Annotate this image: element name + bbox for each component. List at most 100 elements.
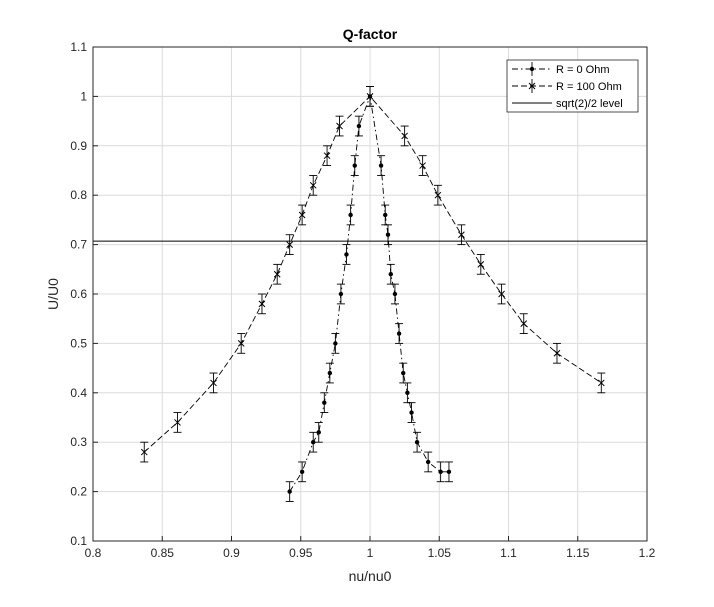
- x-marker: [401, 132, 408, 140]
- dot-marker: [392, 291, 398, 297]
- data-point: [497, 283, 506, 305]
- y-tick-label: 0.2: [70, 485, 87, 499]
- dot-marker: [344, 252, 349, 257]
- data-point: [257, 293, 266, 315]
- dot-marker: [388, 272, 393, 277]
- x-axis-label: nu/nu0: [349, 568, 392, 584]
- data-point: [285, 481, 294, 502]
- y-tick-label: 0.9: [70, 139, 87, 153]
- legend-label-r0: R = 0 Ohm: [556, 64, 610, 76]
- data-point: [309, 431, 318, 453]
- x-marker: [434, 191, 442, 199]
- y-tick-label: 1: [80, 89, 87, 103]
- data-point: [399, 362, 408, 384]
- series-line-1: [143, 95, 602, 453]
- data-point: [335, 115, 344, 137]
- data-point: [173, 412, 182, 433]
- data-point: [386, 263, 395, 285]
- y-tick-label: 0.3: [70, 435, 87, 449]
- data-point: [350, 155, 359, 176]
- x-marker: [458, 231, 465, 239]
- data-point: [320, 392, 329, 414]
- x-marker: [366, 93, 374, 100]
- x-tick-label: 1.15: [566, 546, 590, 560]
- legend-marker-r100: [528, 82, 536, 90]
- x-tick-label: 1.05: [428, 546, 452, 560]
- dot-marker: [401, 370, 406, 376]
- plot-series: [93, 86, 647, 502]
- x-tick-label: 0.95: [289, 546, 313, 560]
- legend: R = 0 Ohm R = 100 Ohm sqrt(2)/2 level: [506, 59, 639, 113]
- x-marker: [210, 379, 217, 387]
- legend-marker-r0: [529, 66, 535, 72]
- dot-marker: [409, 410, 414, 415]
- x-marker: [273, 270, 281, 278]
- dot-marker: [425, 459, 431, 465]
- series-line-0: [289, 94, 449, 492]
- x-marker: [140, 448, 148, 456]
- data-point: [384, 224, 393, 246]
- dot-marker: [322, 400, 327, 405]
- x-marker: [286, 241, 294, 248]
- dot-marker: [299, 469, 305, 475]
- legend-label-r100: R = 100 Ohm: [556, 81, 622, 93]
- x-marker: [174, 419, 181, 426]
- dot-marker: [405, 390, 410, 395]
- data-point: [377, 155, 386, 176]
- dot-marker: [316, 430, 321, 435]
- data-point: [400, 125, 409, 147]
- dot-marker: [311, 440, 316, 445]
- data-point: [424, 451, 433, 473]
- data-point: [336, 283, 345, 305]
- data-point: [519, 313, 528, 334]
- dot-marker: [446, 469, 452, 475]
- y-tick-label: 0.7: [70, 238, 87, 252]
- data-point: [390, 283, 399, 305]
- dot-marker: [338, 291, 344, 297]
- data-point: [552, 342, 561, 364]
- data-point: [342, 244, 351, 265]
- data-point: [354, 115, 363, 137]
- data-point: [395, 323, 404, 344]
- data-point: [298, 204, 307, 226]
- data-point: [323, 145, 332, 167]
- data-point: [346, 204, 355, 226]
- y-tick-label: 0.6: [70, 287, 87, 301]
- dot-marker: [414, 440, 420, 445]
- axis-ticks: 0.8 0.85 0.9 0.95 1 1.05 1.1 1.15 1.2 0.1 0.2 0.3 0.…: [70, 40, 655, 560]
- legend-label-level: sqrt(2)/2 level: [556, 98, 623, 110]
- dot-marker: [378, 163, 384, 168]
- data-point: [331, 333, 340, 354]
- y-tick-label: 1.1: [70, 40, 87, 54]
- x-marker: [520, 320, 528, 327]
- x-tick-label: 0.8: [85, 546, 102, 560]
- data-point: [433, 184, 442, 206]
- data-point: [325, 362, 334, 384]
- x-marker: [553, 349, 561, 357]
- y-tick-label: 0.4: [70, 386, 87, 400]
- x-marker: [498, 290, 505, 298]
- dot-marker: [352, 163, 357, 168]
- dot-marker: [385, 232, 391, 237]
- dot-marker: [438, 469, 443, 475]
- data-point: [273, 263, 282, 285]
- data-point: [285, 234, 294, 255]
- data-point: [298, 461, 307, 483]
- y-tick-label: 0.8: [70, 188, 87, 202]
- data-point: [413, 431, 422, 453]
- data-point: [381, 204, 390, 226]
- x-tick-label: 1.2: [639, 546, 656, 560]
- dot-marker: [356, 123, 362, 129]
- x-marker: [309, 181, 317, 189]
- data-point: [366, 86, 374, 107]
- data-point: [209, 372, 218, 394]
- dot-marker: [396, 331, 402, 336]
- data-point: [444, 461, 453, 483]
- x-marker: [258, 300, 266, 308]
- x-marker: [237, 340, 245, 347]
- data-point: [407, 402, 416, 423]
- dot-marker: [333, 341, 338, 346]
- dot-marker: [348, 212, 353, 218]
- y-tick-label: 0.5: [70, 336, 87, 350]
